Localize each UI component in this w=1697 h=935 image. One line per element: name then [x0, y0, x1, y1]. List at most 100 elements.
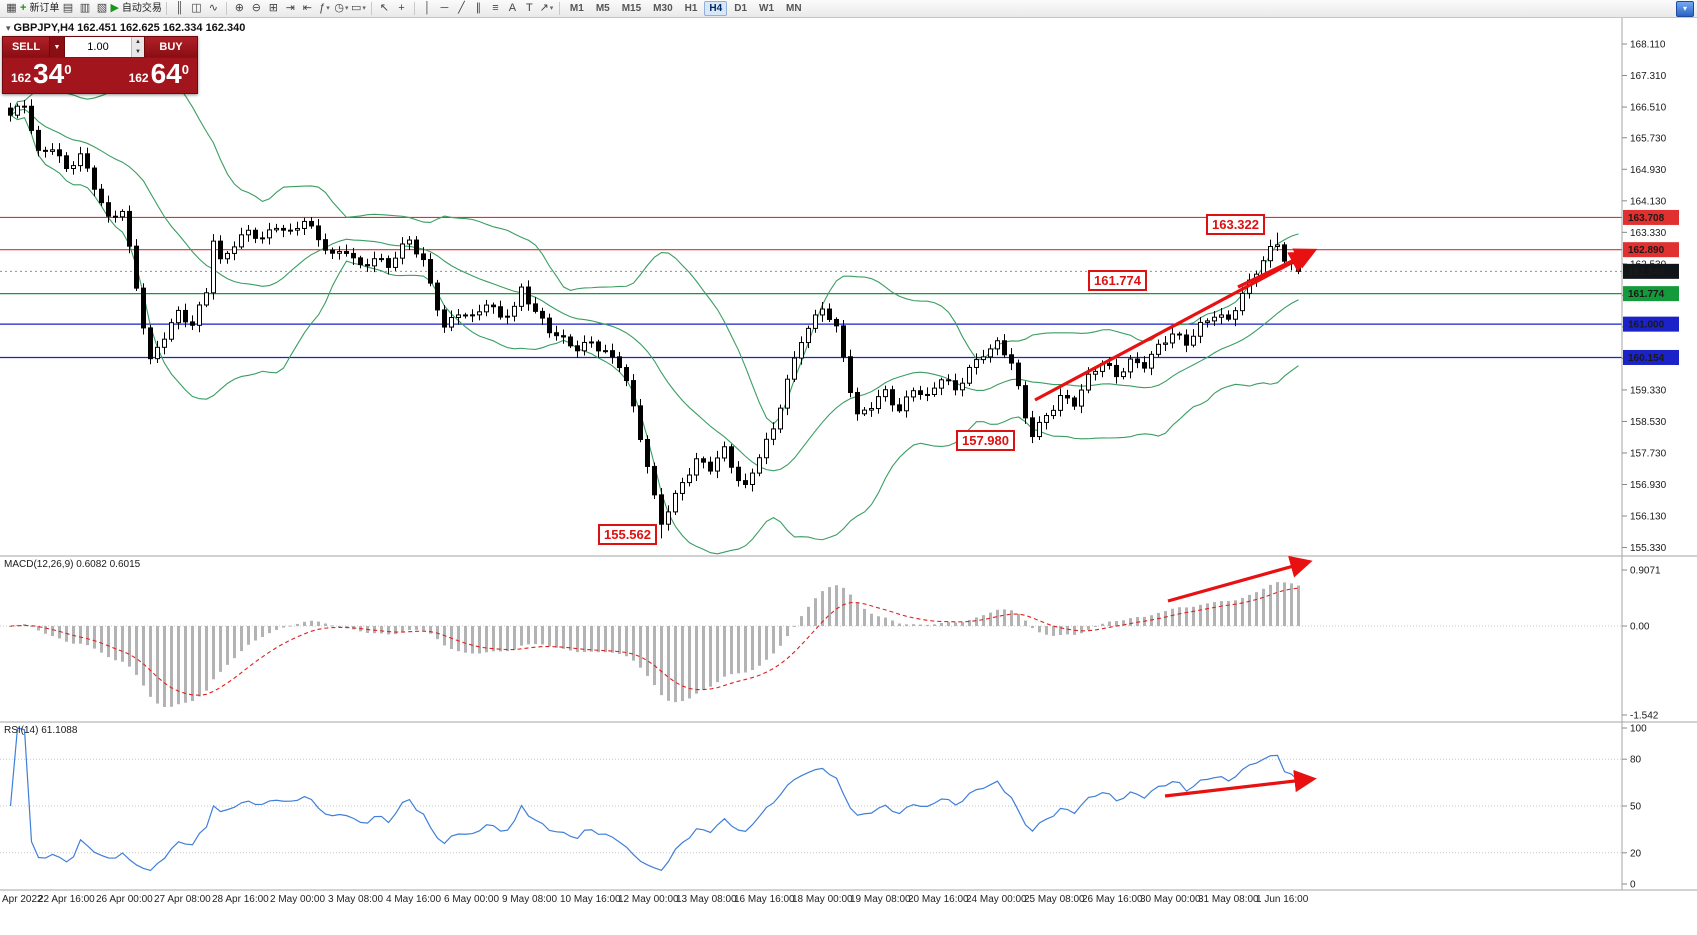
price-annotation[interactable]: 157.980	[956, 430, 1015, 451]
line-chart-icon[interactable]: ∿	[205, 1, 222, 16]
sell-button[interactable]: SELL	[3, 37, 49, 57]
macd-histogram-bar	[191, 626, 194, 702]
indicators-button[interactable]: ƒ ▾	[316, 1, 333, 16]
new-order-button[interactable]: + 新订单	[20, 1, 59, 16]
periods-button: ◷	[334, 2, 344, 14]
candle-body	[827, 308, 832, 320]
text-icon[interactable]: A	[504, 1, 521, 16]
trend-arrows[interactable]	[1034, 248, 1318, 798]
chevron-down-icon: ▾	[326, 5, 330, 12]
candle-body	[743, 480, 748, 485]
macd-histogram-bar	[646, 626, 649, 676]
volume-up-button[interactable]: ▲	[132, 37, 144, 47]
crosshair-icon[interactable]: +	[393, 1, 410, 16]
rsi-axis-label: 0	[1630, 880, 1636, 891]
periods-button[interactable]: ◷ ▾	[333, 1, 350, 16]
data-window-icon[interactable]: ▥	[76, 1, 93, 16]
candle-body	[113, 215, 118, 218]
candle-body	[918, 390, 923, 395]
candle-body	[673, 492, 678, 513]
arrows-icon[interactable]: ↗ ▾	[538, 1, 555, 16]
cursor-icon[interactable]: ↖	[376, 1, 393, 16]
toolbar-overflow-button[interactable]: ▾	[1676, 0, 1694, 17]
macd-histogram-bar	[492, 626, 495, 652]
fibonacci-icon[interactable]: ≡	[487, 1, 504, 16]
candle-body	[1205, 320, 1210, 323]
vertical-line-icon[interactable]: │	[419, 1, 436, 16]
macd-histogram-bar	[597, 626, 600, 653]
volume-down-button[interactable]: ▼	[132, 47, 144, 57]
candle-body	[344, 251, 349, 254]
macd-histogram-bar	[1276, 582, 1279, 626]
macd-histogram-bar	[1087, 626, 1090, 630]
trendline-icon[interactable]: ╱	[453, 1, 470, 16]
timeframe-M5[interactable]: M5	[595, 3, 610, 14]
main-price-panel[interactable]	[0, 59, 1622, 555]
tile-windows-icon[interactable]: ⊞	[265, 1, 282, 16]
zoom-out-icon[interactable]: ⊖	[248, 1, 265, 16]
buy-button[interactable]: BUY	[145, 37, 197, 57]
channel-icon[interactable]: ∥	[470, 1, 487, 16]
macd-histogram-bar	[618, 626, 621, 654]
candle-body	[1163, 342, 1168, 345]
ohlc-text: GBPJPY,H4 162.451 162.625 162.334 162.34…	[13, 22, 246, 34]
timeframe-H1[interactable]: H1	[684, 3, 698, 14]
macd-histogram-bar	[961, 622, 964, 626]
rsi-panel[interactable]	[0, 727, 1622, 872]
macd-histogram-bar	[884, 617, 887, 626]
horizontal-line-icon[interactable]: ─	[436, 1, 453, 16]
candle-body	[302, 220, 307, 229]
auto-scroll-icon[interactable]: ⇥	[282, 1, 299, 16]
timeframe-W1[interactable]: W1	[759, 3, 775, 14]
trend-arrow[interactable]	[1237, 248, 1318, 289]
price-annotation[interactable]: 161.774	[1088, 270, 1147, 291]
macd-axis-label: 0.9071	[1630, 566, 1661, 577]
candle-body	[99, 188, 104, 204]
trend-arrow[interactable]	[1034, 251, 1313, 402]
candle-body	[708, 461, 713, 472]
trend-arrow[interactable]	[1164, 769, 1317, 798]
charts-icon[interactable]: ▦	[3, 1, 20, 16]
macd-histogram-bar	[772, 626, 775, 654]
price-annotation[interactable]: 163.322	[1206, 214, 1265, 235]
candle-body	[547, 317, 552, 334]
buy-price-display[interactable]: 162 64 0	[128, 58, 189, 89]
candle-body	[232, 246, 237, 254]
sell-price-display[interactable]: 162 34 0	[11, 58, 72, 89]
candlestick-chart-icon[interactable]: ◫	[188, 1, 205, 16]
macd-panel[interactable]	[0, 582, 1622, 707]
bar-chart-icon[interactable]: ║	[171, 1, 188, 16]
macd-histogram-bar	[156, 626, 159, 704]
autotrading-button[interactable]: ▶ 自动交易	[110, 1, 161, 16]
candle-body	[666, 511, 671, 525]
price-tick-label: 165.730	[1630, 133, 1667, 144]
candle-body	[1156, 343, 1161, 355]
market-watch-icon[interactable]: ▤	[59, 1, 76, 16]
label-icon[interactable]: T	[521, 1, 538, 16]
trend-arrow[interactable]	[1167, 555, 1313, 603]
timeframe-H4[interactable]: H4	[704, 1, 728, 16]
time-label: 26 Apr 00:00	[96, 894, 153, 905]
candle-body	[435, 282, 440, 311]
timeframe-M15[interactable]: M15	[621, 3, 642, 14]
macd-histogram-bar	[93, 626, 96, 649]
price-annotation[interactable]: 155.562	[598, 524, 657, 545]
navigator-icon: ▧	[96, 2, 108, 14]
navigator-icon[interactable]: ▧	[93, 1, 110, 16]
axis-price-box	[1623, 349, 1679, 365]
macd-histogram-bar	[583, 626, 586, 653]
macd-histogram-bar	[506, 626, 509, 652]
templates-button[interactable]: ▭ ▾	[350, 1, 367, 16]
volume-value[interactable]: 1.00	[87, 41, 109, 53]
timeframe-D1[interactable]: D1	[734, 3, 748, 14]
timeframe-M1[interactable]: M1	[569, 3, 584, 14]
macd-histogram-bar	[177, 626, 180, 705]
volume-field[interactable]: 1.00 ▲ ▼	[64, 37, 145, 57]
zoom-in-icon[interactable]: ⊕	[231, 1, 248, 16]
order-options-caret[interactable]: ▼	[49, 37, 64, 57]
macd-histogram-bar	[562, 626, 565, 649]
chart-shift-icon[interactable]: ⇤	[299, 1, 316, 16]
timeframe-M30[interactable]: M30	[653, 3, 673, 14]
timeframe-MN[interactable]: MN	[786, 3, 802, 14]
